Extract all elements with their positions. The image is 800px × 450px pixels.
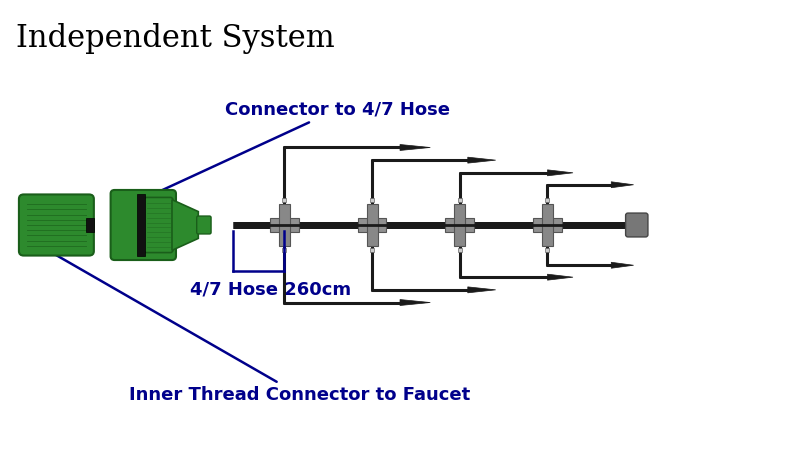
- Text: Inner Thread Connector to Faucet: Inner Thread Connector to Faucet: [52, 252, 470, 404]
- Polygon shape: [547, 170, 573, 176]
- Polygon shape: [611, 262, 634, 268]
- Bar: [279, 204, 290, 246]
- Bar: [454, 204, 466, 246]
- FancyBboxPatch shape: [626, 213, 648, 237]
- Text: 4/7 Hose 260cm: 4/7 Hose 260cm: [190, 280, 351, 298]
- Text: Independent System: Independent System: [16, 22, 334, 54]
- Bar: [137, 194, 145, 256]
- Bar: [446, 217, 474, 233]
- Bar: [366, 204, 378, 246]
- Bar: [533, 217, 562, 233]
- Polygon shape: [400, 144, 430, 150]
- FancyBboxPatch shape: [144, 198, 173, 252]
- Polygon shape: [468, 157, 496, 163]
- Text: Connector to 4/7 Hose: Connector to 4/7 Hose: [157, 100, 450, 193]
- Polygon shape: [611, 182, 634, 188]
- Polygon shape: [468, 287, 496, 293]
- Bar: [86, 217, 94, 233]
- Polygon shape: [547, 274, 573, 280]
- FancyBboxPatch shape: [110, 190, 176, 260]
- FancyBboxPatch shape: [197, 216, 211, 234]
- Bar: [270, 217, 298, 233]
- Bar: [542, 204, 553, 246]
- Bar: [358, 217, 386, 233]
- Polygon shape: [400, 300, 430, 306]
- FancyBboxPatch shape: [19, 194, 94, 256]
- Polygon shape: [172, 200, 198, 250]
